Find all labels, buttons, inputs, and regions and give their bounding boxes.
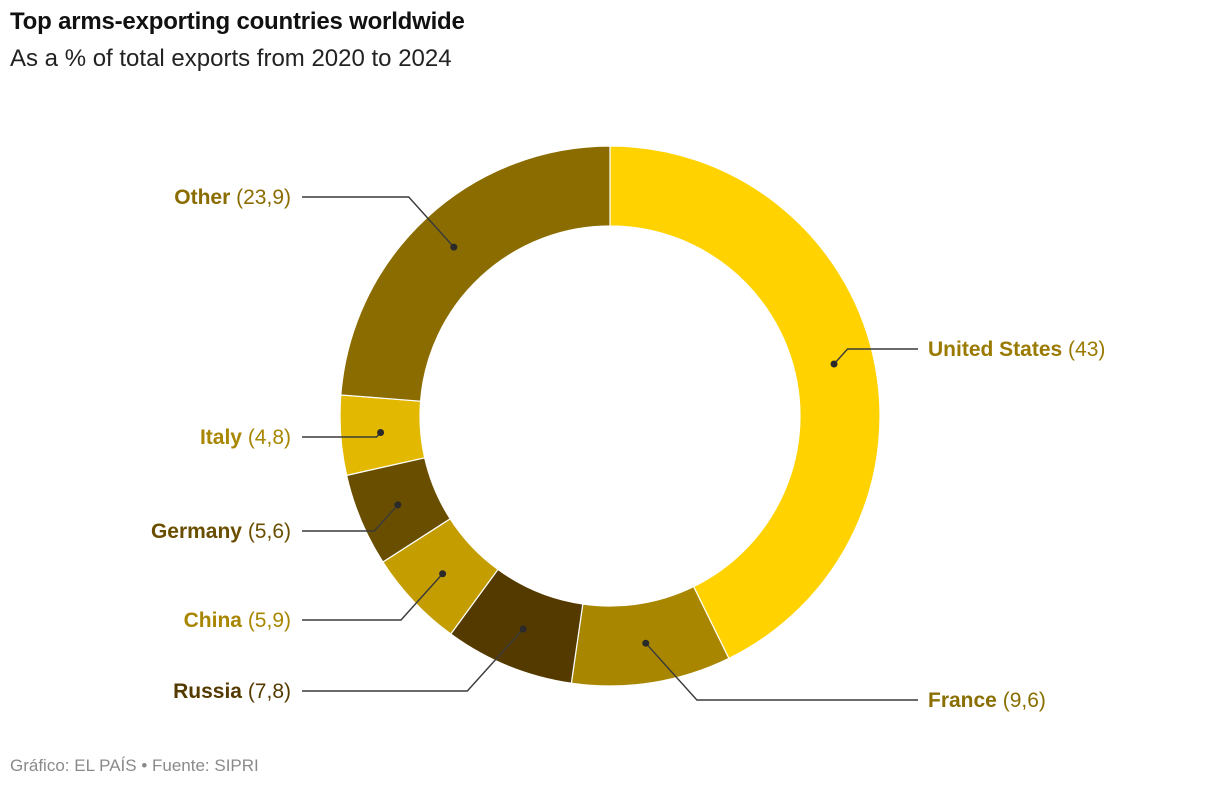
chart-title: Top arms-exporting countries worldwide	[10, 8, 465, 35]
leader-dot-italy	[377, 429, 385, 437]
slice-label-value: (5,9)	[242, 609, 291, 632]
slice-label-name: Russia	[173, 680, 242, 703]
slice-label-name: Italy	[200, 426, 242, 449]
leader-dot-other	[450, 243, 458, 251]
leader-line-united-states	[833, 348, 918, 365]
slice-label-china: China (5,9)	[184, 609, 291, 632]
leader-line-russia	[302, 628, 524, 692]
slice-label-other: Other (23,9)	[174, 186, 291, 209]
slice-label-value: (4,8)	[242, 426, 291, 449]
slice-label-value: (9,6)	[997, 689, 1046, 712]
source-credit: Gráfico: EL PAÍS • Fuente: SIPRI	[10, 756, 259, 775]
slice-label-name: United States	[928, 338, 1062, 361]
slice-label-value: (23,9)	[230, 186, 291, 209]
leader-line-china	[302, 573, 444, 621]
slice-label-france: France (9,6)	[928, 689, 1046, 712]
slice-label-name: Other	[174, 186, 230, 209]
leader-dot-china	[439, 570, 447, 578]
slice-label-value: (5,6)	[242, 520, 291, 543]
slice-other	[340, 145, 611, 402]
leader-dot-united-states	[830, 360, 838, 368]
slice-label-value: (43)	[1062, 338, 1105, 361]
slice-label-russia: Russia (7,8)	[173, 680, 291, 703]
leader-dot-russia	[519, 625, 527, 633]
slice-label-name: France	[928, 689, 997, 712]
slice-label-germany: Germany (5,6)	[151, 520, 291, 543]
slice-label-value: (7,8)	[242, 680, 291, 703]
leader-dot-germany	[394, 501, 402, 509]
leader-line-germany	[302, 504, 399, 532]
slice-united-states	[609, 145, 881, 660]
slice-label-united-states: United States (43)	[928, 338, 1105, 361]
slice-label-name: Germany	[151, 520, 242, 543]
leader-line-other	[302, 196, 455, 248]
leader-line-france	[645, 642, 918, 701]
slice-label-italy: Italy (4,8)	[200, 426, 291, 449]
slice-label-name: China	[184, 609, 243, 632]
leader-dot-france	[642, 639, 650, 647]
chart-subtitle: As a % of total exports from 2020 to 202…	[10, 45, 452, 72]
